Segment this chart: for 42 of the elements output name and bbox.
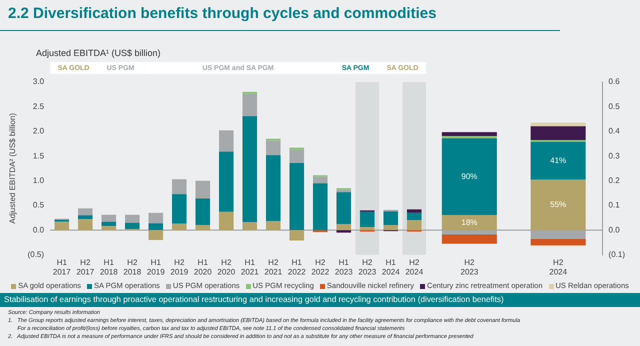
- x-tick-label: H1 2021: [240, 258, 260, 276]
- annotation: 41%: [550, 156, 566, 165]
- x-tick-label: H2 2023: [460, 258, 479, 276]
- y-tick-label: 0.1: [608, 200, 620, 210]
- x-tick-label: H2 2024: [549, 258, 568, 276]
- x-tick-label: H2 2018: [123, 258, 142, 276]
- x-tick-label: H2 2017: [76, 258, 95, 276]
- x-tick-label: H2 2024: [405, 258, 424, 276]
- y-tick-label: (0.1): [608, 250, 626, 260]
- y-axis-title: Adjusted EBITDA² (US$ billion): [8, 112, 18, 224]
- x-tick-label: H1 2020: [194, 258, 212, 276]
- y-tick-label: 0.0: [32, 225, 45, 234]
- x-tick-label: H1 2019: [146, 258, 166, 276]
- chart-subtitle: Adjusted EBITDA¹ (US$ billion): [36, 48, 161, 58]
- x-tick-label: H1 2018: [100, 258, 118, 276]
- y-tick-label: 0.5: [32, 200, 45, 210]
- x-tick-label: H1 2024: [382, 258, 400, 276]
- x-tick-label: H1 2022: [288, 258, 306, 276]
- x-tick-label: H2 2023: [358, 258, 377, 276]
- y-tick-label: 1.5: [32, 151, 45, 160]
- x-tick-label: H2 2020: [217, 258, 236, 276]
- y-tick-label: 2.5: [32, 102, 45, 111]
- y-tick-label: 1.0: [32, 176, 45, 185]
- y-tick-label: 0.6: [608, 77, 620, 86]
- x-tick-label: H2 2021: [264, 258, 283, 276]
- x-tick-label: H1 2023: [334, 258, 354, 276]
- annotation: 90%: [461, 172, 478, 181]
- y-tick-label: 0.0: [608, 225, 620, 234]
- x-tick-label: H2 2019: [170, 258, 189, 276]
- x-tick-label: H1 2017: [52, 258, 72, 276]
- y-tick-label: 0.2: [608, 176, 620, 185]
- y-tick-label: 0.5: [608, 102, 620, 111]
- annotation: 18%: [461, 218, 478, 227]
- y-tick-label: 0.4: [608, 126, 620, 136]
- annotation: 55%: [550, 200, 566, 210]
- text: Stabilisation of earnings through proactive operational restructuring and increasing gold and recycling contribution (diversification benefits): [0, 293, 640, 307]
- x-tick-label: H2 2022: [311, 258, 330, 276]
- y-tick-label: 3.0: [32, 77, 45, 86]
- y-tick-label: 0.3: [608, 151, 620, 160]
- y-tick-label: 2.0: [32, 126, 45, 136]
- y-tick-label: (0.5): [28, 250, 44, 260]
- chart-title: 2.2 Diversification benefits through cycles and commodities: [8, 5, 436, 22]
